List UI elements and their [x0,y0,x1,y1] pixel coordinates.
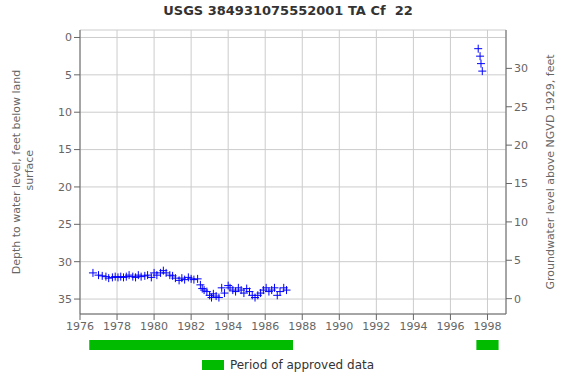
svg-text:30: 30 [514,62,528,75]
html-text:Period of approved data: Period of approved data [229,358,375,372]
html-text:USGS 384931075552001 TA Cf 22: USGS 384931075552001 TA Cf 22 [163,3,413,18]
svg-text:0: 0 [514,293,521,306]
svg-text:1978: 1978 [103,320,131,333]
svg-text:1980: 1980 [140,320,168,333]
svg-text:15: 15 [514,177,528,190]
svg-text:1994: 1994 [399,320,427,333]
svg-text:1992: 1992 [362,320,390,333]
svg-text:15: 15 [58,143,72,156]
svg-text:Depth to water level, feet bel: Depth to water level, feet below land su… [10,70,36,275]
svg-text:Groundwater level above NGVD 1: Groundwater level above NGVD 1929, feet [544,54,557,290]
svg-text:0: 0 [65,31,72,44]
svg-text:1976: 1976 [66,320,94,333]
svg-text:10: 10 [514,216,528,229]
svg-text:1986: 1986 [251,320,279,333]
svg-text:1998: 1998 [473,320,501,333]
svg-text:1990: 1990 [325,320,353,333]
svg-text:5: 5 [65,69,72,82]
svg-text:1982: 1982 [177,320,205,333]
svg-text:5: 5 [514,254,521,267]
svg-text:25: 25 [514,101,528,114]
svg-text:1988: 1988 [288,320,316,333]
svg-text:1996: 1996 [436,320,464,333]
svg-text:20: 20 [514,139,528,152]
svg-text:10: 10 [58,106,72,119]
svg-text:20: 20 [58,181,72,194]
svg-text:30: 30 [58,256,72,269]
svg-text:25: 25 [58,218,72,231]
svg-text:35: 35 [58,293,72,306]
svg-text:1984: 1984 [214,320,242,333]
